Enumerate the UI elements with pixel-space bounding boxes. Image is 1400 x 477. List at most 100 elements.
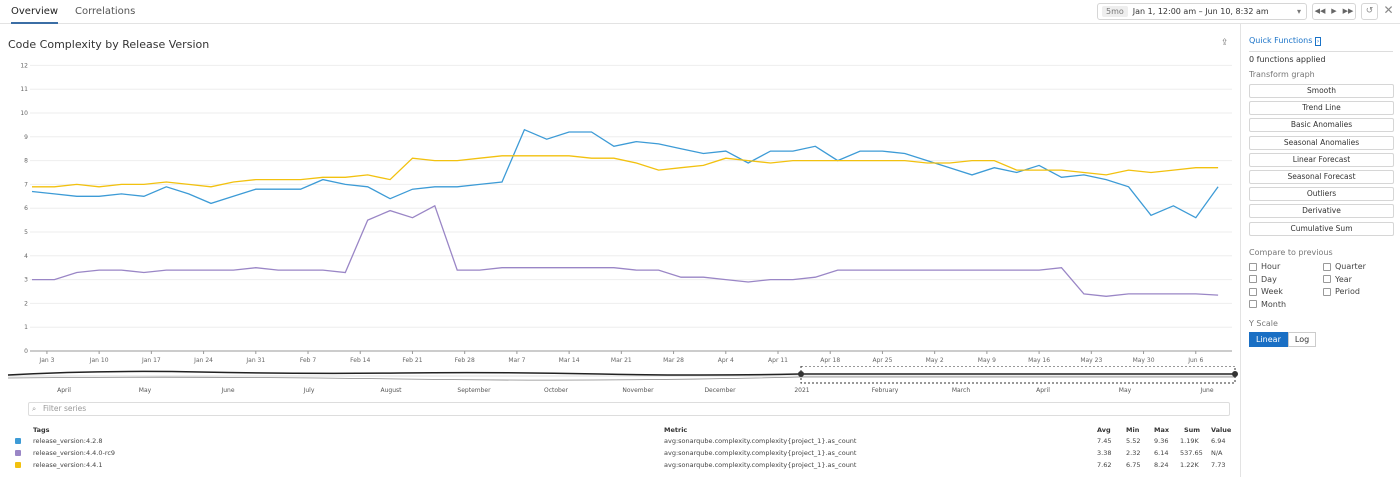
y-tick-label: 2	[24, 300, 28, 307]
navigator-label: April	[57, 387, 71, 394]
navigator-label: June	[1199, 387, 1213, 394]
series-line-0[interactable]	[31, 128, 1219, 219]
x-tick-label: Feb 28	[455, 357, 475, 364]
y-tick-label: 11	[20, 86, 28, 93]
transform-button-trend-line[interactable]: Trend Line	[1249, 101, 1394, 116]
x-tick-label: May 2	[926, 357, 944, 364]
compare-checkbox-period[interactable]: Period	[1323, 287, 1360, 296]
yscale-log[interactable]: Log	[1287, 332, 1317, 347]
navigator-handle-left[interactable]	[798, 371, 804, 377]
legend-metric: avg:sonarqube.complexity.complexity{proj…	[664, 437, 857, 445]
transform-button-basic-anomalies[interactable]: Basic Anomalies	[1249, 118, 1394, 133]
timeframe-range: Jan 1, 12:00 am – Jun 10, 8:32 am	[1132, 7, 1269, 16]
navigator-label: August	[381, 387, 403, 394]
navigator-label: 2021	[794, 387, 809, 394]
header-metric: Metric	[664, 426, 688, 434]
transform-label: Transform graph	[1249, 70, 1315, 79]
filter-series-input[interactable]: ⌕ Filter series	[28, 402, 1230, 416]
series-line-1[interactable]	[32, 204, 1219, 297]
play-icon[interactable]: ▶	[1331, 7, 1337, 15]
header-sum: Sum	[1184, 426, 1201, 434]
transform-button-seasonal-forecast[interactable]: Seasonal Forecast	[1249, 170, 1394, 184]
tab-correlations[interactable]: Correlations	[75, 6, 136, 17]
header-value: Value	[1211, 426, 1232, 434]
x-tick-label: Apr 11	[768, 357, 788, 364]
legend-avg: 7.45	[1097, 437, 1112, 445]
close-icon[interactable]: ✕	[1383, 3, 1394, 17]
header-max: Max	[1154, 426, 1170, 434]
checkbox-label: Period	[1335, 287, 1360, 296]
series-line-2[interactable]	[32, 155, 1219, 188]
x-tick-label: May 30	[1133, 357, 1155, 364]
compare-label: Compare to previous	[1249, 248, 1333, 257]
compare-checkbox-hour[interactable]: Hour	[1249, 262, 1280, 271]
x-tick-label: Apr 25	[872, 357, 892, 364]
legend-value: 7.73	[1211, 461, 1226, 469]
checkbox-icon	[1249, 262, 1257, 271]
legend-value: 6.94	[1211, 437, 1226, 445]
compare-checkbox-week[interactable]: Week	[1249, 287, 1283, 296]
transform-button-cumulative-sum[interactable]: Cumulative Sum	[1249, 221, 1394, 236]
y-tick-label: 12	[20, 62, 28, 69]
navigator-series	[7, 376, 1236, 381]
fast-forward-icon[interactable]: ▶▶	[1342, 7, 1354, 15]
x-tick-label: Jan 24	[193, 357, 213, 364]
reset-icon[interactable]: ↺	[1361, 3, 1378, 20]
yscale-toggle: Linear Log	[1249, 332, 1317, 347]
navigator-handle-right[interactable]	[1232, 371, 1238, 377]
x-tick-label: Jan 17	[141, 357, 161, 364]
x-tick-label: Jan 10	[89, 357, 109, 364]
legend-value: N/A	[1211, 449, 1223, 457]
legend-sum: 1.22K	[1180, 461, 1199, 469]
timeframe-selector[interactable]: 5mo Jan 1, 12:00 am – Jun 10, 8:32 am ▾	[1097, 3, 1307, 20]
legend-avg: 3.38	[1097, 449, 1112, 457]
navigator-label: May	[139, 387, 152, 394]
navigator-series	[7, 370, 1236, 376]
navigator-label: May	[1119, 387, 1132, 394]
time-navigator[interactable]: April May June July August September October No…	[0, 366, 1240, 398]
checkbox-icon	[1323, 287, 1331, 296]
legend-tag[interactable]: release_version:4.2.8	[33, 437, 103, 445]
compare-checkbox-month[interactable]: Month	[1249, 300, 1286, 309]
legend-tag[interactable]: release_version:4.4.0-rc9	[33, 449, 116, 457]
yscale-label: Y Scale	[1249, 319, 1278, 328]
functions-applied: 0 functions applied	[1249, 55, 1326, 64]
series-color-swatch	[15, 450, 21, 456]
yscale-linear[interactable]: Linear	[1249, 332, 1288, 347]
compare-checkbox-day[interactable]: Day	[1249, 275, 1277, 284]
checkbox-icon	[1249, 287, 1257, 296]
x-tick-label: Jan 3	[38, 357, 54, 364]
legend-metric: avg:sonarqube.complexity.complexity{proj…	[664, 449, 857, 457]
x-tick-label: Jun 6	[1187, 357, 1203, 364]
y-tick-label: 4	[24, 253, 28, 260]
compare-checkbox-quarter[interactable]: Quarter	[1323, 262, 1366, 271]
legend-max: 6.14	[1154, 449, 1169, 457]
transform-button-derivative[interactable]: Derivative	[1249, 204, 1394, 219]
transform-button-smooth[interactable]: Smooth	[1249, 84, 1394, 98]
legend-tag[interactable]: release_version:4.4.1	[33, 461, 103, 469]
checkbox-label: Day	[1261, 274, 1277, 284]
transform-button-seasonal-anomalies[interactable]: Seasonal Anomalies	[1249, 135, 1394, 150]
rewind-icon[interactable]: ◀◀	[1314, 7, 1326, 15]
checkbox-label: Month	[1261, 299, 1287, 309]
compare-checkbox-year[interactable]: Year	[1323, 275, 1352, 284]
legend-max: 8.24	[1154, 461, 1169, 469]
transform-button-outliers[interactable]: Outliers	[1249, 187, 1394, 202]
x-tick-label: Feb 7	[300, 357, 317, 364]
navigator-label: December	[704, 387, 736, 394]
quick-functions-label: Quick Functions	[1249, 36, 1313, 45]
expand-icon: ›	[1314, 37, 1322, 46]
search-icon: ⌕	[32, 404, 37, 413]
legend-max: 9.36	[1154, 437, 1169, 445]
transform-button-linear-forecast[interactable]: Linear Forecast	[1249, 152, 1394, 167]
chevron-down-icon: ▾	[1296, 7, 1301, 16]
navigator-label: July	[303, 387, 315, 394]
checkbox-label: Year	[1335, 274, 1352, 284]
timeframe-badge: 5mo	[1102, 6, 1128, 17]
navigator-label: April	[1036, 387, 1050, 394]
tab-overview[interactable]: Overview	[11, 6, 59, 24]
quick-functions-link[interactable]: Quick Functions ›	[1249, 36, 1322, 46]
share-icon[interactable]: ⇪	[1221, 38, 1229, 48]
legend-min: 2.32	[1126, 449, 1141, 457]
